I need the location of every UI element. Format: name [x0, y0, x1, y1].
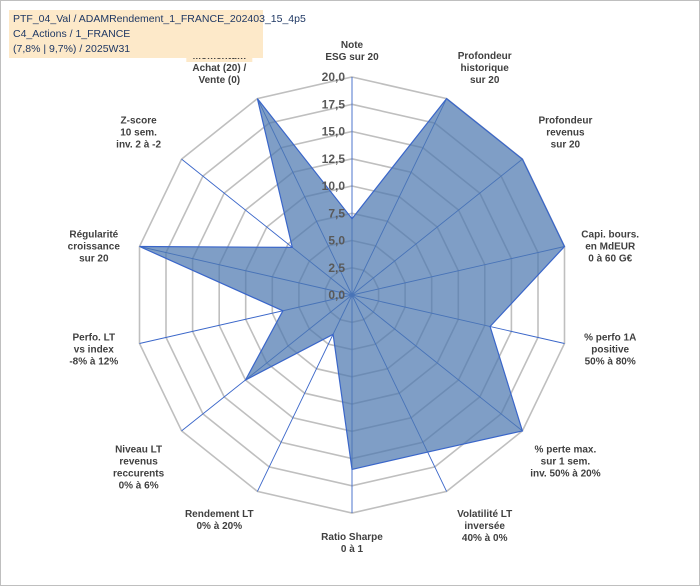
axis-label: % perte max. sur 1 sem. inv. 50% à 20% — [530, 445, 601, 480]
axis-label: Perfo. LT vs index -8% à 12% — [69, 333, 118, 368]
title-line-3: (7,8% | 9,7%) / 2025W31 — [13, 43, 131, 55]
radial-tick-label: 10,0 — [322, 179, 346, 193]
radial-tick-labels: 0,0 2,5 5,0 7,5 10,0 12,5 15,0 17,5 20,0 — [322, 70, 346, 302]
radial-tick-label: 5,0 — [328, 234, 345, 248]
series-area — [139, 97, 566, 471]
axis-label: Régularité croissance sur 20 — [68, 229, 121, 264]
radial-tick-label: 12,5 — [322, 152, 346, 166]
svg-text:% perte max.sur 1 sem.inv. 50%: % perte max. sur 1 sem. inv. 50% à 20% — [530, 445, 601, 480]
axis-label: Niveau LT revenus reccurents 0% à 6% — [113, 445, 165, 492]
title-line-2: C4_Actions / 1_FRANCE — [13, 28, 131, 40]
chart-title-box: PTF_04_Val / ADAMRendement_1_FRANCE_2024… — [9, 10, 306, 58]
axis-label: Capi. bours. en MdEUR 0 à 60 G€ — [581, 229, 639, 264]
axis-label: Z-score 10 sem. inv. 2 à -2 — [116, 115, 161, 150]
radial-tick-label: 0,0 — [328, 288, 345, 302]
radial-tick-label: 20,0 — [322, 70, 346, 84]
radar-series — [139, 97, 566, 471]
axis-label: % perfo 1A positive 50% à 80% — [584, 333, 636, 368]
radial-tick-label: 2,5 — [328, 261, 345, 275]
svg-text:Rendement LT0% à 20%: Rendement LT 0% à 20% — [185, 509, 254, 532]
axis-label: Ratio Sharpe 0 à 1 — [321, 532, 383, 555]
axis-label: Note ESG sur 20 — [325, 40, 379, 63]
axis-label: Profondeur historique sur 20 — [458, 51, 512, 86]
title-line-1: PTF_04_Val / ADAMRendement_1_FRANCE_2024… — [13, 13, 306, 25]
axis-label: Volatilité LT inversée 40% à 0% — [457, 509, 512, 544]
axis-label: Rendement LT 0% à 20% — [185, 509, 254, 532]
radial-tick-label: 7,5 — [328, 206, 345, 220]
radial-tick-label: 17,5 — [322, 97, 346, 111]
axis-label: Profondeur revenus sur 20 — [538, 115, 592, 150]
radial-tick-label: 15,0 — [322, 125, 346, 139]
